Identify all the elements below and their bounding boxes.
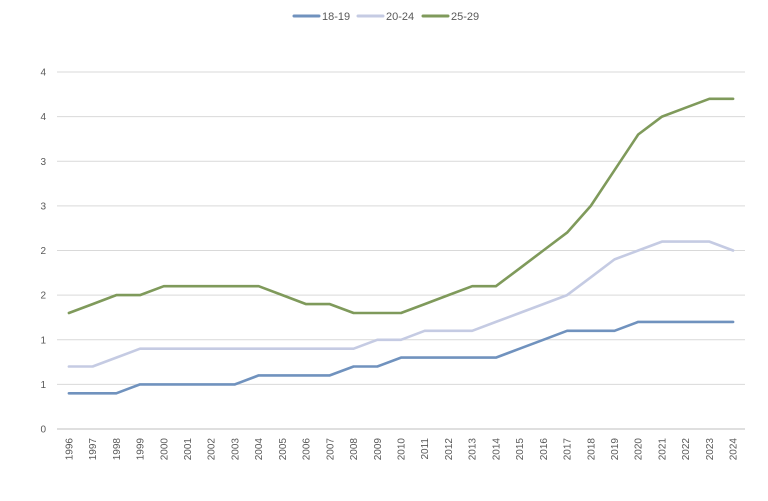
y-tick-label: 2 [40,246,46,257]
y-tick-label: 1 [40,380,46,391]
y-tick-label: 3 [40,201,46,212]
x-tick-label: 2021 [657,438,668,461]
x-tick-label: 2004 [254,438,265,461]
series-lines [67,97,735,395]
x-tick-label: 2008 [349,438,360,461]
x-tick-label: 1998 [112,438,123,461]
x-tick-label: 2018 [586,438,597,461]
x-tick-label: 2013 [468,438,479,461]
x-tick-label: 2006 [302,438,313,461]
x-tick-label: 2012 [444,438,455,461]
y-tick-label: 4 [40,68,46,79]
y-tick-label: 0 [40,425,46,436]
x-tick-label: 2011 [420,438,431,460]
x-tick-label: 2001 [183,438,194,461]
x-tick-label: 2022 [681,438,692,461]
series-line-20-24 [67,240,735,368]
legend: 18-19 20-24 25-29 [292,11,479,23]
y-axis: 0 1 1 2 2 3 3 4 4 [40,68,46,436]
x-tick-label: 2024 [729,438,740,461]
x-tick-label: 2005 [278,438,289,461]
x-tick-label: 1996 [64,438,75,461]
x-tick-label: 2009 [373,438,384,461]
legend-label: 25-29 [451,11,479,23]
x-tick-label: 1997 [88,438,99,461]
x-tick-label: 2023 [705,438,716,461]
y-tick-label: 1 [40,335,46,346]
x-tick-label: 2003 [230,438,241,461]
y-tick-label: 4 [40,112,46,123]
x-tick-label: 2016 [539,438,550,461]
x-axis: 1996 1997 1998 1999 2000 2001 2002 2003 2004 2005… [64,438,739,461]
x-tick-label: 2020 [634,438,645,461]
x-tick-label: 2017 [563,438,574,461]
x-tick-label: 2014 [491,438,502,461]
series-line-18-19 [67,320,735,395]
y-tick-label: 3 [40,157,46,168]
legend-label: 18-19 [322,11,350,23]
x-tick-label: 1999 [136,438,147,461]
series-line-25-29 [67,97,735,315]
x-tick-label: 2007 [325,438,336,461]
x-tick-label: 2019 [610,438,621,461]
x-tick-label: 2002 [207,438,218,461]
legend-label: 20-24 [386,11,414,23]
x-tick-label: 2000 [159,438,170,461]
x-tick-label: 2015 [515,438,526,461]
x-tick-label: 2010 [397,438,408,461]
y-tick-label: 2 [40,291,46,302]
